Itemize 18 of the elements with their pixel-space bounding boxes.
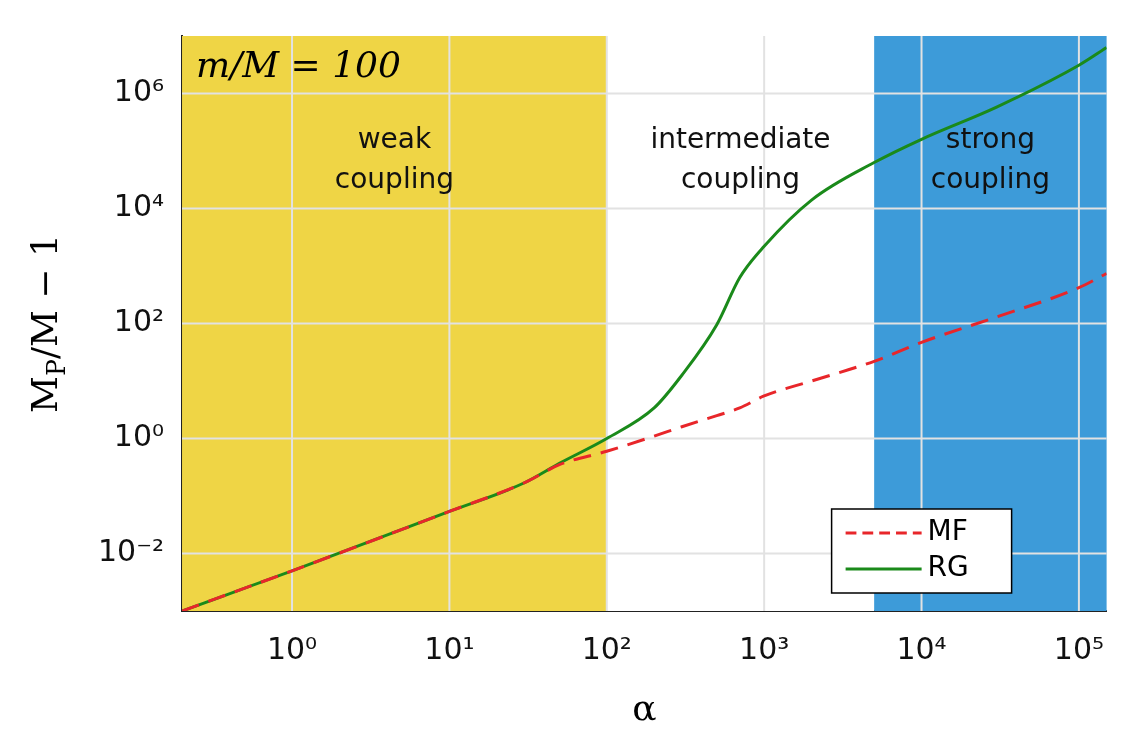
band-label: intermediate coupling [650,122,831,196]
annotation: m/M = 100 [196,44,401,86]
band-label: strong coupling [930,122,1050,196]
y-tick-label: 10⁶ [113,73,165,109]
legend-label: RG [927,550,969,584]
x-axis-title: α [632,687,657,729]
x-tick-label: 10³ [739,630,790,666]
x-tick-label: 10⁴ [896,630,947,666]
y-axis-title: MP/M − 1 [24,234,72,413]
y-tick-label: 10⁻² [97,533,165,569]
x-tick-label: 10¹ [424,630,475,666]
y-tick-label: 10² [113,303,165,339]
y-tick-label: 10⁰ [113,418,165,454]
x-tick-label: 10⁵ [1053,630,1104,666]
x-tick-label: 10² [581,630,632,666]
y-tick-label: 10⁴ [113,188,165,224]
legend-label: MF [927,514,968,548]
x-tick-label: 10⁰ [266,630,318,666]
